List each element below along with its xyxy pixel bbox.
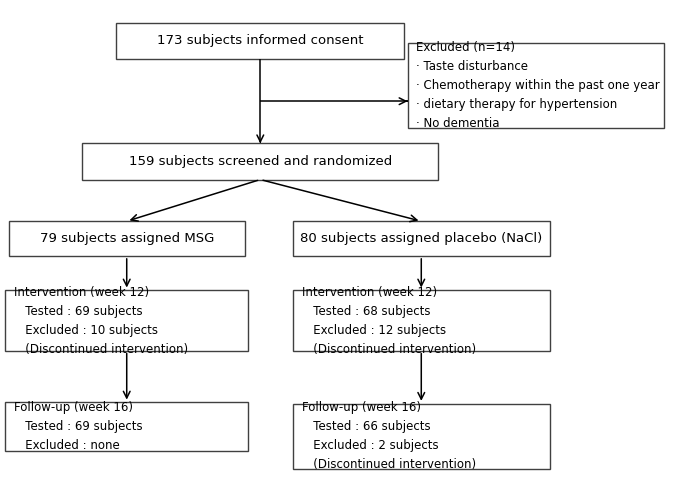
FancyBboxPatch shape — [116, 23, 404, 59]
FancyBboxPatch shape — [292, 290, 549, 351]
Text: Intervention (week 12)
   Tested : 69 subjects
   Excluded : 10 subjects
   (Dis: Intervention (week 12) Tested : 69 subje… — [14, 285, 188, 356]
Text: Excluded (n=14)
· Taste disturbance
· Chemotherapy within the past one year
· di: Excluded (n=14) · Taste disturbance · Ch… — [416, 41, 660, 130]
Text: 80 subjects assigned placebo (NaCl): 80 subjects assigned placebo (NaCl) — [300, 232, 543, 245]
Text: Follow-up (week 16)
   Tested : 66 subjects
   Excluded : 2 subjects
   (Discont: Follow-up (week 16) Tested : 66 subjects… — [301, 401, 476, 471]
FancyBboxPatch shape — [408, 43, 664, 128]
Text: 159 subjects screened and randomized: 159 subjects screened and randomized — [129, 155, 392, 168]
FancyBboxPatch shape — [5, 290, 248, 351]
FancyBboxPatch shape — [292, 221, 549, 256]
FancyBboxPatch shape — [292, 404, 549, 469]
Text: Follow-up (week 16)
   Tested : 69 subjects
   Excluded : none: Follow-up (week 16) Tested : 69 subjects… — [14, 401, 142, 452]
Text: Intervention (week 12)
   Tested : 68 subjects
   Excluded : 12 subjects
   (Dis: Intervention (week 12) Tested : 68 subje… — [301, 285, 476, 356]
Text: 79 subjects assigned MSG: 79 subjects assigned MSG — [40, 232, 214, 245]
FancyBboxPatch shape — [82, 144, 438, 179]
FancyBboxPatch shape — [9, 221, 245, 256]
Text: 173 subjects informed consent: 173 subjects informed consent — [157, 35, 364, 47]
FancyBboxPatch shape — [5, 402, 248, 451]
